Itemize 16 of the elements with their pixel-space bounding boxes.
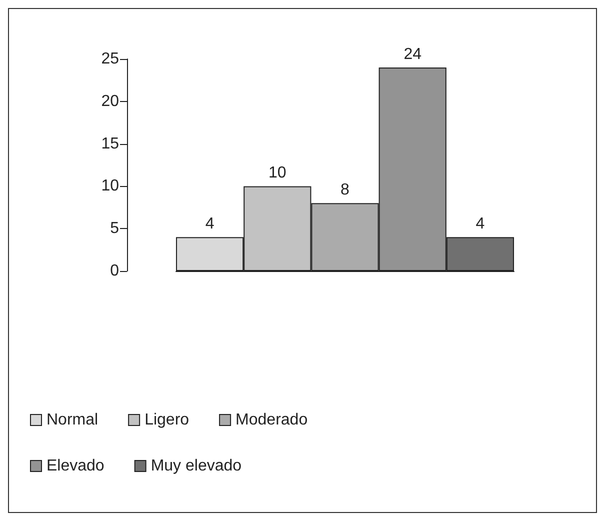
legend-label: Moderado <box>236 412 308 428</box>
y-tick-label: 20 <box>101 92 120 110</box>
y-tick-label: 25 <box>101 50 120 68</box>
legend-label: Muy elevado <box>150 458 242 474</box>
data-label: 4 <box>476 216 485 233</box>
legend-label: Normal <box>46 412 98 428</box>
y-tick-label: 5 <box>110 220 120 238</box>
data-label: 24 <box>404 46 422 63</box>
legend-label: Ligero <box>144 412 190 428</box>
y-tick-label: 15 <box>101 135 120 152</box>
y-tick-label: 0 <box>110 262 120 280</box>
legend-label: Elevado <box>46 458 104 474</box>
y-tick-label: 10 <box>101 178 120 195</box>
data-label: 8 <box>340 182 350 199</box>
data-label: 4 <box>205 216 214 233</box>
data-label: 10 <box>268 164 286 182</box>
